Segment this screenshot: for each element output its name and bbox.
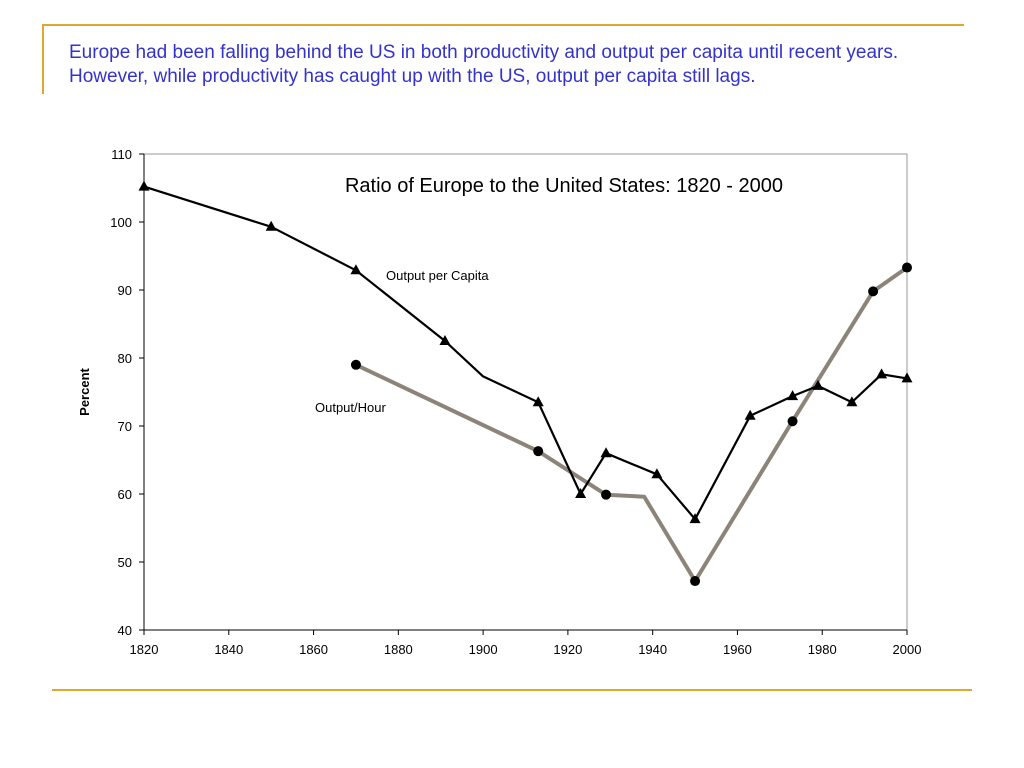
y-tick-label: 100 [110, 215, 132, 230]
y-tick-label: 110 [111, 147, 132, 162]
y-axis-label: Percent [77, 367, 92, 415]
data-point-output-hour [533, 446, 544, 457]
x-tick-label: 1940 [638, 642, 667, 657]
x-tick-label: 1920 [553, 642, 582, 657]
data-point-output-per-capita [651, 468, 663, 479]
data-point-output-per-capita [532, 396, 544, 407]
series-label-output-per-capita: Output per Capita [386, 268, 489, 283]
data-point-output-per-capita [901, 372, 913, 383]
data-point-output-hour [601, 489, 612, 500]
left-rule [42, 24, 44, 94]
y-tick-label: 40 [118, 623, 132, 638]
data-point-output-per-capita [138, 180, 150, 191]
data-point-output-hour [902, 262, 912, 273]
y-tick-label: 60 [118, 487, 132, 502]
x-tick-label: 1880 [384, 642, 413, 657]
bottom-rule [52, 689, 972, 691]
data-point-output-per-capita [787, 390, 799, 401]
chart-markers [138, 180, 913, 587]
data-point-output-per-capita [350, 264, 362, 275]
y-tick-label: 90 [118, 283, 132, 298]
data-point-output-per-capita [575, 488, 587, 498]
data-point-output-per-capita [600, 447, 612, 458]
x-tick-label: 1900 [469, 642, 498, 657]
y-tick-label: 80 [118, 351, 132, 366]
chart-axes: 40 50 60 70 80 90 100 110 1820 1840 1860 1880 1900 19… [110, 147, 921, 657]
x-tick-label: 1980 [808, 642, 837, 657]
y-tick-label: 70 [118, 419, 132, 434]
data-point-output-per-capita [689, 513, 701, 524]
slide-caption: Europe had been falling behind the US in… [69, 42, 899, 87]
chart-title: Ratio of Europe to the United States: 18… [345, 175, 783, 197]
chart-series-lines [143, 185, 909, 583]
data-point-output-per-capita [812, 379, 824, 390]
data-point-output-hour [787, 416, 798, 427]
data-point-output-hour [690, 576, 701, 587]
x-tick-label: 1860 [299, 642, 328, 657]
x-tick-label: 1820 [130, 642, 159, 657]
x-tick-label: 1840 [214, 642, 243, 657]
x-tick-label: 1960 [723, 642, 752, 657]
data-point-output-per-capita [846, 396, 858, 407]
y-tick-label: 50 [118, 555, 132, 570]
data-point-output-per-capita [876, 368, 888, 379]
data-point-output-hour [868, 286, 879, 297]
series-line-output-per-capita [143, 185, 908, 521]
data-point-output-per-capita [439, 335, 451, 345]
series-label-output-hour: Output/Hour [315, 400, 386, 415]
data-point-output-per-capita [265, 220, 277, 231]
data-point-output-per-capita [744, 409, 756, 420]
x-tick-label: 2000 [893, 642, 922, 657]
top-rule [42, 24, 964, 26]
data-point-output-hour [350, 359, 361, 370]
series-line-output-hour [355, 265, 909, 583]
